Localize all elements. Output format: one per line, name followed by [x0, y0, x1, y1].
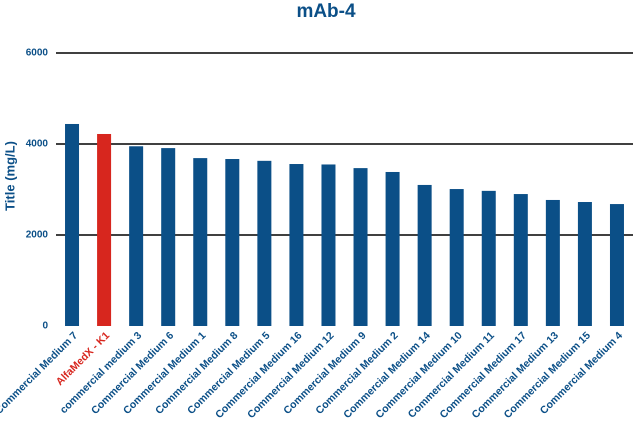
bar: [97, 133, 112, 326]
bar: [225, 159, 240, 326]
bar: [449, 189, 464, 326]
y-tick-label: 0: [42, 321, 48, 332]
bar: [385, 171, 400, 326]
bar: [65, 123, 80, 326]
bar: [545, 199, 560, 326]
bar: [289, 164, 304, 326]
bar: [161, 148, 176, 326]
bar: [513, 194, 528, 326]
bar: [609, 204, 624, 326]
y-tick-label: 2000: [26, 230, 49, 241]
y-tick-label: 4000: [26, 139, 49, 150]
chart-title: mAb-4: [296, 1, 356, 22]
bar: [481, 190, 496, 326]
y-tick-label: 6000: [26, 48, 49, 59]
bar: [353, 168, 368, 326]
y-axis-label: Title (mg/L): [2, 141, 17, 211]
bar: [257, 160, 272, 326]
bar: [193, 158, 208, 326]
bar: [129, 146, 144, 326]
bar: [417, 184, 432, 326]
bar: [577, 202, 592, 326]
bar: [321, 164, 336, 326]
